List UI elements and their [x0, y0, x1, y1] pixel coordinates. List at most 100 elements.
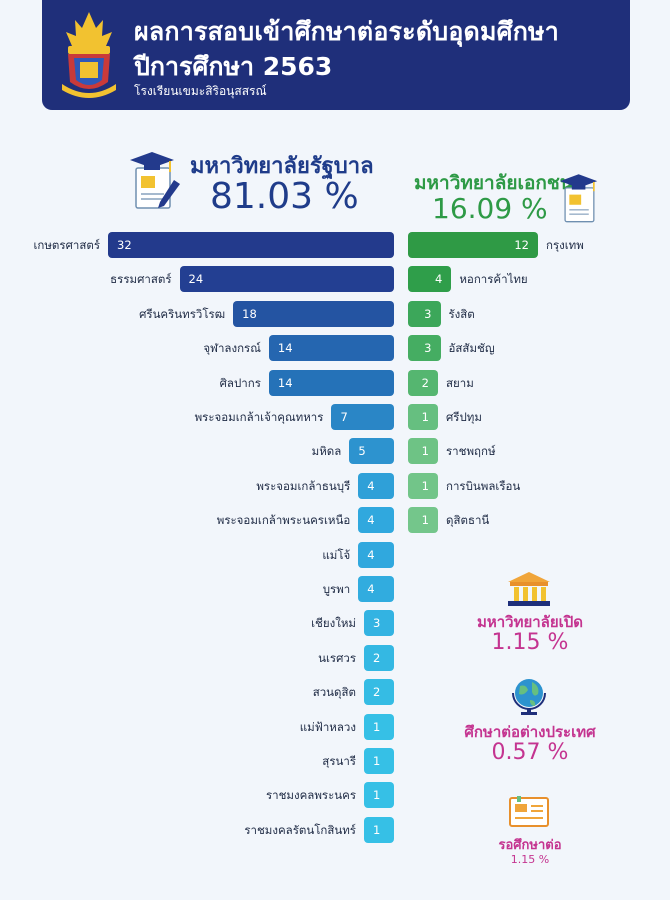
bar-value-government-5: 7 [340, 410, 348, 424]
bar-government-14 [364, 713, 394, 740]
category-label-government-6: มหิดล [311, 444, 342, 459]
category-label-government-2: ศรีนครินทรวิโรฒ [139, 306, 226, 321]
bar-value-private-3: 3 [424, 341, 432, 356]
bar-private-2 [408, 300, 441, 327]
category-label-government-0: เกษตรศาสตร์ [33, 238, 100, 252]
bar-value-private-4: 2 [421, 375, 429, 390]
category-label-government-3: จุฬาลงกรณ์ [203, 341, 261, 356]
university-building-icon [508, 572, 550, 606]
bar-private-3 [408, 335, 441, 362]
bar-government-16 [364, 782, 394, 809]
bar-value-government-2: 18 [242, 306, 257, 321]
category-label-government-13: สวนดุสิต [312, 685, 356, 700]
notice-board-icon [509, 796, 549, 827]
category-label-government-15: สุรนารี [322, 754, 356, 768]
bar-value-private-8: 1 [421, 513, 429, 528]
bar-private-1 [408, 266, 452, 293]
bar-value-private-2: 3 [424, 306, 432, 321]
bar-private-7 [408, 472, 438, 499]
bar-government-1 [179, 266, 394, 293]
bar-government-2 [233, 300, 394, 327]
category-label-private-8: ดุสิตธานี [446, 513, 490, 528]
page-title: ผลการสอบเข้าศึกษาต่อระดับอุดมศึกษา [134, 17, 559, 46]
bar-private-4 [408, 369, 438, 396]
category-label-private-3: อัสสัมชัญ [448, 341, 495, 356]
bar-government-11 [364, 610, 394, 637]
bar-government-17 [364, 816, 394, 843]
category-label-private-5: ศรีปทุม [446, 410, 482, 424]
category-label-private-6: ราชพฤกษ์ [446, 444, 496, 459]
bar-value-government-9: 4 [367, 547, 375, 562]
bar-value-private-1: 4 [435, 272, 443, 287]
bar-value-government-6: 5 [358, 444, 366, 459]
category-label-government-11: เชียงใหม่ [311, 616, 356, 631]
bar-government-13 [364, 679, 394, 706]
bar-government-0 [108, 232, 394, 258]
bar-government-8 [358, 507, 394, 534]
bar-private-6 [408, 438, 438, 465]
category-label-government-16: ราชมงคลพระนคร [265, 788, 356, 803]
category-label-private-1: หอการค้าไทย [459, 272, 528, 287]
bar-value-government-4: 14 [277, 375, 293, 390]
bar-value-government-17: 1 [373, 822, 381, 837]
category-label-government-10: บูรพา [322, 582, 351, 596]
bar-government-12 [364, 644, 394, 671]
graduation-document-icon [130, 152, 180, 209]
school-name: โรงเรียนเขมะสิริอนุสสรณ์ [134, 84, 267, 98]
header-banner: ผลการสอบเข้าศึกษาต่อระดับอุดมศึกษา ปีการ… [42, 0, 630, 110]
bar-value-private-5: 1 [421, 410, 429, 424]
category-label-government-8: พระจอมเกล้าพระนครเหนือ [216, 513, 351, 528]
category-label-private-7: การบินพลเรือน [446, 478, 521, 493]
government-percent: 81.03 % [210, 176, 359, 217]
bar-government-3 [268, 335, 394, 362]
category-label-private-0: กรุงเทพ [546, 238, 584, 252]
bar-government-4 [268, 369, 394, 396]
bar-value-government-11: 3 [373, 616, 381, 631]
graduation-document-icon-private [560, 174, 598, 223]
bar-value-government-10: 4 [367, 582, 375, 596]
category-label-government-17: ราชมงคลรัตนโกสินทร์ [244, 822, 356, 837]
category-label-government-1: ธรรมศาสตร์ [110, 272, 172, 287]
category-label-private-2: รังสิต [448, 306, 475, 321]
bar-government-7 [358, 472, 394, 499]
bar-value-private-7: 1 [421, 478, 429, 493]
open-university-title: มหาวิทยาลัยเปิด [476, 613, 584, 631]
study-abroad-percent: 0.57 % [491, 740, 569, 765]
private-title: มหาวิทยาลัยเอกชน [414, 172, 573, 194]
page-subtitle: ปีการศึกษา 2563 [134, 52, 333, 81]
bar-value-government-7: 4 [367, 478, 375, 493]
bar-value-government-16: 1 [373, 788, 381, 803]
study-abroad-title: ศึกษาต่อต่างประเทศ [464, 723, 596, 741]
bar-private-8 [408, 507, 438, 534]
bar-value-private-6: 1 [421, 444, 429, 459]
bar-value-government-1: 24 [188, 272, 204, 287]
bar-government-6 [349, 438, 394, 465]
bar-value-government-3: 14 [277, 341, 293, 356]
category-label-government-9: แม่โจ้ [322, 547, 351, 562]
bar-value-government-14: 1 [373, 719, 381, 734]
bar-value-government-15: 1 [373, 754, 381, 768]
category-label-government-7: พระจอมเกล้าธนบุรี [256, 478, 351, 493]
bar-value-private-0: 12 [514, 238, 529, 252]
category-label-government-12: นเรศวร [318, 650, 356, 665]
bar-value-government-0: 32 [117, 238, 132, 252]
bar-private-5 [408, 404, 438, 430]
category-label-government-5: พระจอมเกล้าเจ้าคุณทหาร [194, 410, 324, 424]
government-title: มหาวิทยาลัยรัฐบาล [190, 154, 374, 179]
waiting-percent: 1.15 % [510, 853, 550, 866]
globe-icon [512, 679, 546, 715]
bar-value-government-8: 4 [367, 513, 375, 528]
category-label-private-4: สยาม [446, 375, 474, 390]
waiting-title: รอศึกษาต่อ [498, 838, 562, 853]
category-label-government-14: แม่ฟ้าหลวง [299, 719, 356, 734]
bar-value-government-12: 2 [373, 650, 381, 665]
open-university-percent: 1.15 % [491, 630, 569, 655]
bar-private-0 [408, 232, 538, 258]
bar-government-15 [364, 748, 394, 774]
bar-government-10 [358, 576, 394, 602]
private-percent: 16.09 % [432, 192, 548, 225]
bar-value-government-13: 2 [373, 685, 381, 700]
bar-government-9 [358, 541, 394, 568]
school-seal-icon [62, 12, 116, 98]
bar-government-5 [331, 404, 394, 430]
